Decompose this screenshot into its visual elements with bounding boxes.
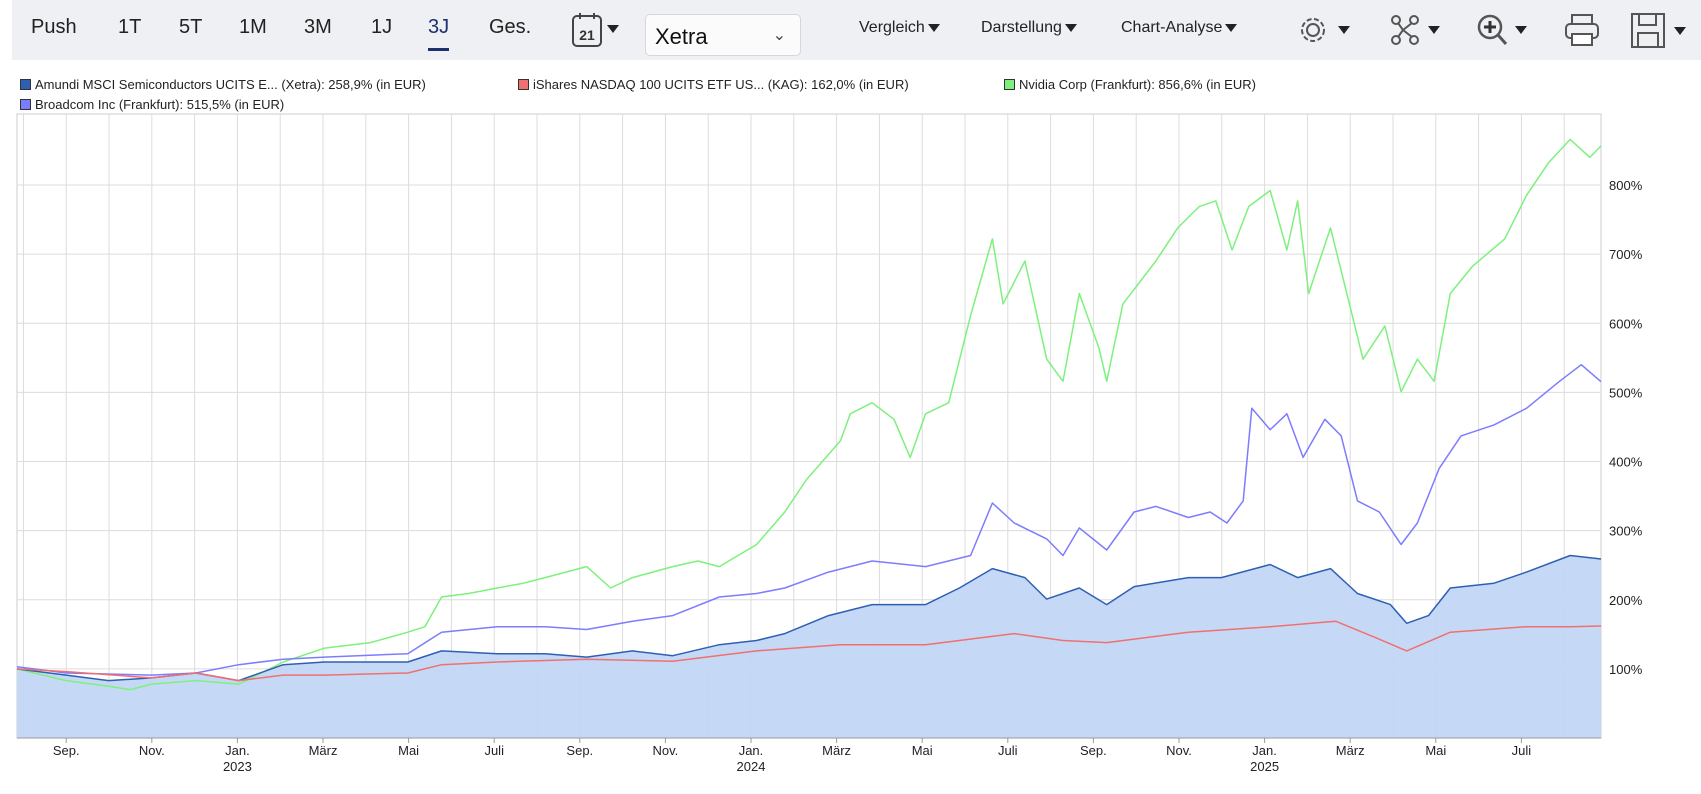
menu-darstellung[interactable]: Darstellung [981, 19, 1077, 37]
period-1m[interactable]: 1M [239, 16, 267, 38]
series-line-0 [16, 138, 1602, 691]
zoom-in-icon [1477, 14, 1527, 45]
legend-label: Broadcom Inc (Frankfurt): 515,5% (in EUR… [35, 97, 285, 112]
y-tick-label: 800% [1609, 178, 1643, 193]
x-tick-label: Jan. [225, 743, 250, 758]
legend-label: Nvidia Corp (Frankfurt): 856,6% (in EUR) [1019, 77, 1256, 92]
save-icon [1631, 13, 1686, 48]
x-tick-year: 2023 [223, 759, 252, 774]
series-line-3 [16, 620, 1602, 682]
legend-item-nvidia[interactable]: Nvidia Corp (Frankfurt): 856,6% (in EUR) [1004, 77, 1256, 92]
x-tick-label: Juli [998, 743, 1018, 758]
x-tick-year: 2024 [737, 759, 766, 774]
caret-down-icon [927, 23, 940, 32]
period-1j[interactable]: 1J [371, 16, 393, 38]
x-tick-label: Mai [1425, 743, 1446, 758]
save-button[interactable] [1630, 12, 1694, 55]
x-tick-label: Jan. [739, 743, 764, 758]
x-tick-label: Nov. [1166, 743, 1192, 758]
x-tick-label: Nov. [139, 743, 165, 758]
legend-swatch [1004, 79, 1015, 90]
menu-label: Darstellung [981, 19, 1062, 36]
legend-swatch [518, 79, 529, 90]
period-1t[interactable]: 1T [118, 16, 142, 38]
print-button[interactable] [1564, 12, 1604, 53]
menu-label: Chart-Analyse [1121, 19, 1223, 36]
legend-item-ishares[interactable]: iShares NASDAQ 100 UCITS ETF US... (KAG)… [518, 77, 909, 92]
exchange-value: Xetra [655, 24, 708, 49]
x-tick-year: 2025 [1250, 759, 1279, 774]
legend-item-amundi[interactable]: Amundi MSCI Semiconductors UCITS E... (X… [20, 77, 426, 92]
chart-toolbar [12, 0, 1701, 60]
legend-label: Amundi MSCI Semiconductors UCITS E... (X… [35, 77, 426, 92]
caret-down-icon [1225, 23, 1238, 32]
legend-label: iShares NASDAQ 100 UCITS ETF US... (KAG)… [533, 77, 909, 92]
menu-vergleich[interactable]: Vergleich [859, 19, 940, 37]
x-tick-label: Sep. [566, 743, 593, 758]
x-tick-label: Juli [1512, 743, 1532, 758]
calendar-icon: 21 [572, 13, 619, 47]
legend-swatch [20, 79, 31, 90]
exchange-select[interactable]: Xetra ⌄ [645, 14, 801, 56]
x-tick-label: Juli [484, 743, 504, 758]
period-ges[interactable]: Ges. [489, 16, 532, 38]
y-tick-label: 400% [1609, 455, 1643, 470]
print-icon [1565, 14, 1599, 46]
chevron-down-icon: ⌄ [772, 27, 786, 44]
y-tick-label: 700% [1609, 247, 1643, 262]
calendar-button[interactable]: 21 [571, 12, 621, 53]
x-tick-label: Mai [912, 743, 933, 758]
x-tick-label: Mai [398, 743, 419, 758]
x-tick-label: März [309, 743, 338, 758]
y-tick-label: 100% [1609, 662, 1643, 677]
y-tick-label: 300% [1609, 524, 1643, 539]
x-tick-label: März [1336, 743, 1365, 758]
x-tick-label: Jan. [1252, 743, 1277, 758]
period-3m[interactable]: 3M [304, 16, 332, 38]
period-3j[interactable]: 3J [428, 16, 450, 51]
menu-chart-analyse[interactable]: Chart-Analyse [1121, 19, 1238, 37]
calendar-day: 21 [579, 27, 595, 43]
y-tick-label: 600% [1609, 316, 1643, 331]
caret-down-icon [1064, 23, 1077, 32]
y-tick-label: 500% [1609, 385, 1643, 400]
legend-item-broadcom[interactable]: Broadcom Inc (Frankfurt): 515,5% (in EUR… [20, 97, 284, 112]
y-tick-label: 200% [1609, 593, 1643, 608]
x-tick-label: Sep. [1080, 743, 1107, 758]
menu-label: Vergleich [859, 19, 925, 36]
settings-icon [1301, 18, 1350, 42]
indicators-icon [1391, 15, 1440, 45]
indicators-button[interactable] [1388, 12, 1452, 53]
period-push[interactable]: Push [31, 16, 77, 38]
legend-swatch [20, 99, 31, 110]
series-line-2 [16, 554, 1602, 682]
series-line-1 [16, 363, 1602, 676]
zoom-button[interactable] [1475, 12, 1539, 53]
x-tick-label: Nov. [653, 743, 679, 758]
settings-button[interactable] [1296, 12, 1360, 53]
x-tick-label: März [822, 743, 851, 758]
x-tick-label: Sep. [53, 743, 80, 758]
period-5t[interactable]: 5T [179, 16, 203, 38]
